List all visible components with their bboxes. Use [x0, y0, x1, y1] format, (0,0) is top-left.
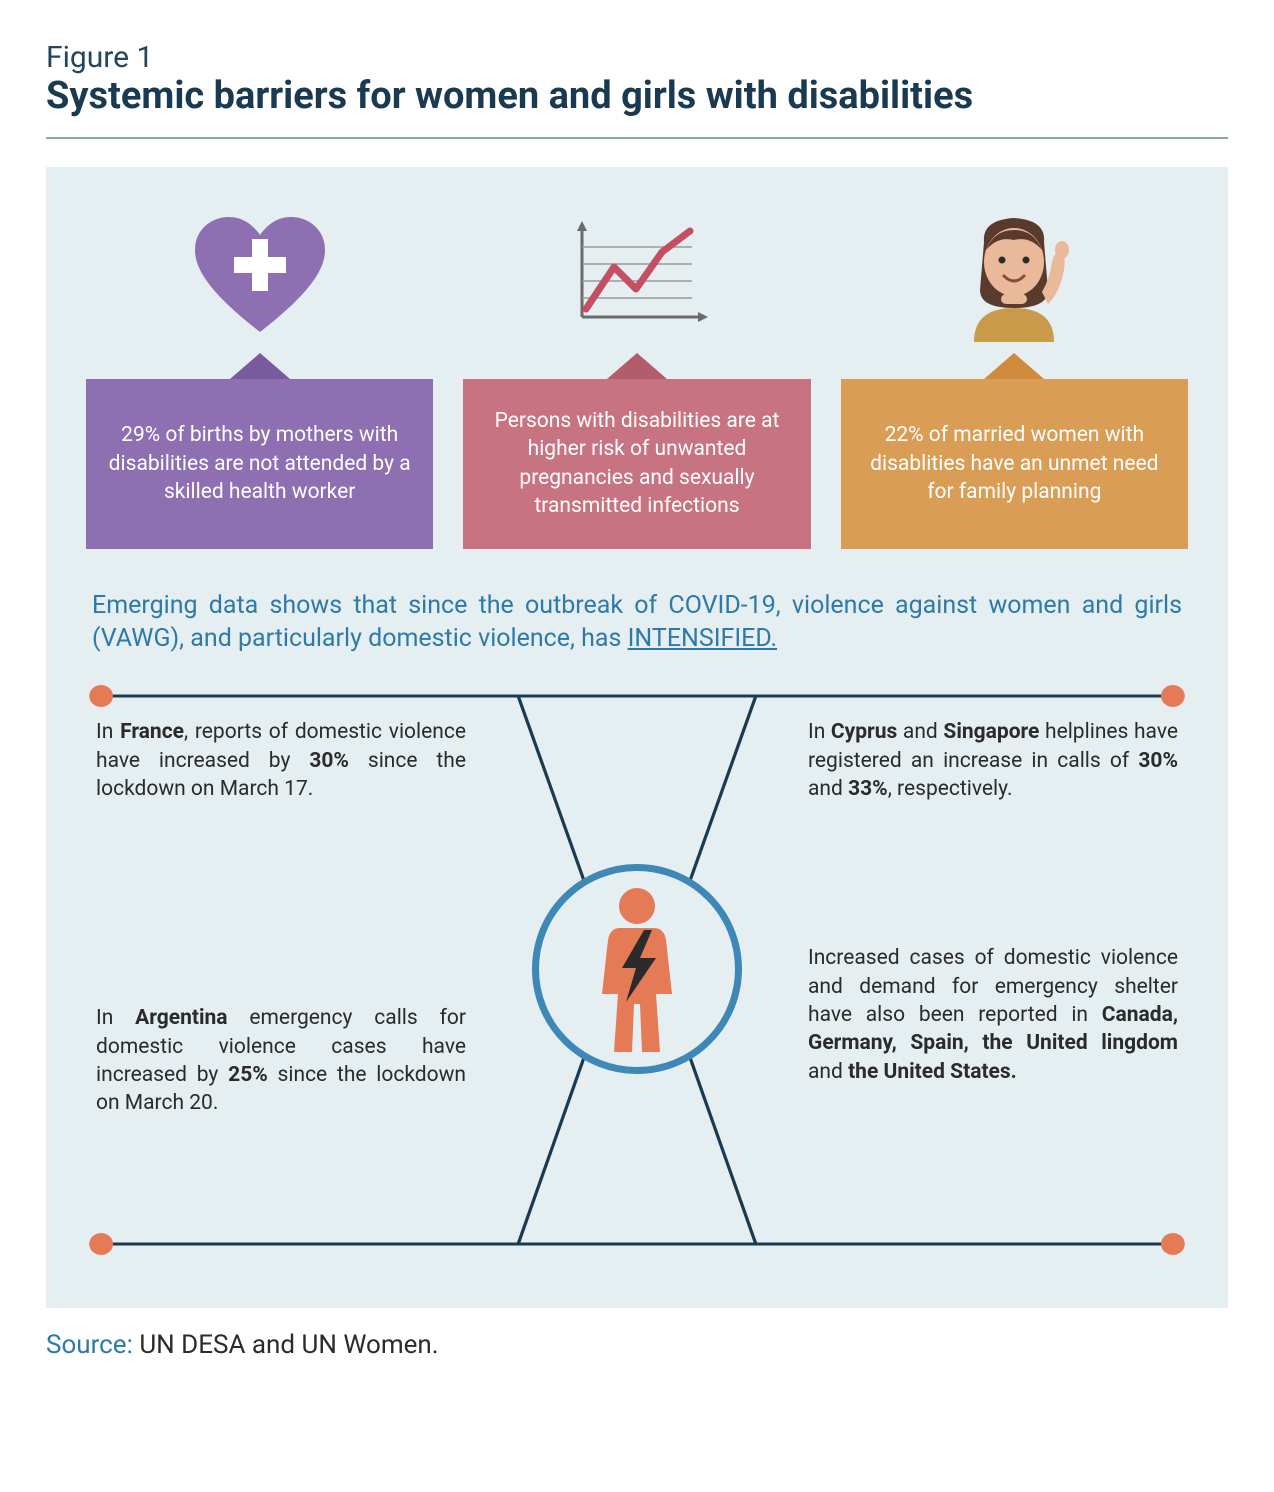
quad-text-france: In France, reports of domestic violence … — [96, 718, 466, 803]
card-text: Persons with disabilities are at higher … — [463, 379, 810, 549]
source-label: Source: — [46, 1330, 133, 1360]
card-family-planning: 22% of married women with disablities ha… — [841, 207, 1188, 549]
woman-bolt-icon — [582, 884, 692, 1054]
card-arrow — [607, 353, 667, 379]
card-births: 29% of births by mothers with disabiliti… — [86, 207, 433, 549]
center-circle — [532, 864, 742, 1074]
card-arrow — [230, 353, 290, 379]
source-line: Source: UN DESA and UN Women. — [46, 1330, 1228, 1360]
card-arrow — [984, 353, 1044, 379]
title-divider — [46, 137, 1228, 139]
quad-text-argentina: In Argentina emergency calls for domesti… — [96, 1004, 466, 1117]
heart-plus-icon — [195, 207, 325, 347]
card-risk: Persons with disabilities are at higher … — [463, 207, 810, 549]
quad-text-cyprus-singapore: In Cyprus and Singapore helplines have r… — [808, 718, 1178, 803]
infographic-panel: 29% of births by mothers with disabiliti… — [46, 167, 1228, 1309]
figure-label: Figure 1 — [46, 40, 1228, 75]
quad-text-other-countries: Increased cases of domestic violence and… — [808, 944, 1178, 1086]
card-text: 29% of births by mothers with disabiliti… — [86, 379, 433, 549]
quad-diagram: In France, reports of domestic violence … — [86, 674, 1188, 1264]
mid-text-underline: INTENSIFIED. — [628, 624, 777, 653]
woman-raise-hand-icon — [944, 207, 1084, 347]
top-cards-row: 29% of births by mothers with disabiliti… — [86, 207, 1188, 549]
figure-title: Systemic barriers for women and girls wi… — [46, 75, 1228, 119]
chart-up-icon — [562, 207, 712, 347]
mid-highlight-text: Emerging data shows that since the outbr… — [92, 589, 1182, 657]
source-text: UN DESA and UN Women. — [133, 1330, 439, 1360]
card-text: 22% of married women with disablities ha… — [841, 379, 1188, 549]
